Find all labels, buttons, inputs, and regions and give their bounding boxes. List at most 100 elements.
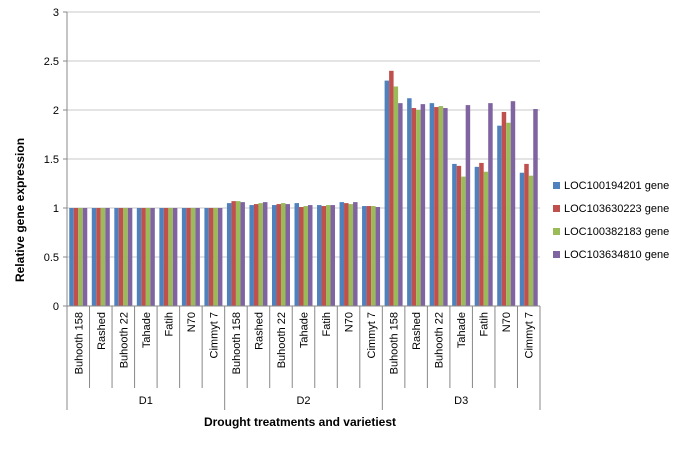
bar <box>488 103 493 306</box>
x-tick-label: Buhooth 158 <box>73 312 85 374</box>
legend-swatch <box>553 228 560 235</box>
bar <box>163 208 169 306</box>
bar <box>294 203 299 306</box>
x-tick-label: Cimmyt 7 <box>208 312 220 358</box>
x-tick-label: Fatih <box>163 312 175 336</box>
x-axis-title: Drought treatments and varietiest <box>204 415 396 429</box>
legend-swatch <box>553 205 560 212</box>
bar <box>82 208 88 306</box>
bar <box>271 205 277 306</box>
bar <box>78 208 83 306</box>
legend-label: LOC100382183 gene <box>564 226 669 238</box>
bar <box>253 204 259 306</box>
x-tick-label: N70 <box>344 312 356 332</box>
bar <box>150 208 155 306</box>
bar <box>208 208 214 306</box>
legend-label: LOC100194201 gene <box>564 180 669 192</box>
group-label: D3 <box>454 395 468 407</box>
bar <box>262 202 268 306</box>
x-tick-label: Cimmyt 7 <box>366 312 378 358</box>
bar <box>231 201 236 306</box>
bar <box>371 206 376 306</box>
bar <box>474 166 480 306</box>
bar <box>145 208 151 306</box>
legend-swatch <box>553 251 560 258</box>
legend-label: LOC103634810 gene <box>564 249 669 261</box>
bar <box>362 206 367 306</box>
bar <box>276 204 281 306</box>
bar <box>389 70 394 306</box>
bar <box>235 201 241 306</box>
x-tick-label: N70 <box>501 312 513 332</box>
bar <box>366 206 372 306</box>
y-axis-title: Relative gene expression <box>13 138 27 282</box>
bar <box>127 208 133 306</box>
y-tick-labels: 0 0.5 1 1.5 2 2.5 3 <box>44 7 59 313</box>
bar <box>501 111 507 307</box>
y-tick-label: 1.5 <box>44 154 59 166</box>
bar <box>172 208 178 306</box>
y-tick-label: 2 <box>53 105 59 117</box>
bar <box>73 208 79 306</box>
bar <box>519 172 525 306</box>
bar <box>308 205 313 306</box>
bar <box>159 208 164 306</box>
bar <box>353 202 358 306</box>
bar <box>69 208 74 306</box>
bar <box>339 202 345 306</box>
bar <box>420 104 426 307</box>
y-tick-label: 3 <box>53 7 59 19</box>
legend-label: LOC103630223 gene <box>564 203 669 215</box>
bar <box>375 207 381 306</box>
bar <box>321 206 327 306</box>
bars <box>69 70 538 307</box>
bar <box>434 107 439 306</box>
bar <box>123 208 128 306</box>
bar <box>479 162 484 306</box>
bar <box>217 208 223 306</box>
bar <box>393 86 399 306</box>
bar <box>317 205 322 306</box>
bar <box>249 205 254 306</box>
x-tick-label: Rashed <box>253 312 265 350</box>
y-tick-label: 1 <box>53 203 59 215</box>
legend: LOC100194201 gene LOC103630223 gene LOC100… <box>553 180 669 261</box>
bar <box>456 165 462 306</box>
bar <box>429 103 435 306</box>
bar <box>407 98 412 307</box>
bar <box>443 108 448 306</box>
x-tick-label: Tahade <box>141 312 153 348</box>
x-tick-label: Tahade <box>299 312 311 348</box>
bar <box>240 202 245 306</box>
bar <box>533 109 538 307</box>
bar <box>168 208 173 306</box>
axes <box>63 11 541 410</box>
bar <box>226 203 232 306</box>
x-tick-label: Buhooth 158 <box>231 312 243 374</box>
x-tick-label: Buhooth 22 <box>276 312 288 368</box>
x-tick-label: Tahade <box>456 312 468 348</box>
bar <box>195 208 200 306</box>
bar <box>299 207 304 306</box>
bar <box>524 163 529 306</box>
bar <box>344 203 349 306</box>
bar <box>258 203 263 306</box>
group-label: D1 <box>139 395 153 407</box>
bar <box>303 206 308 306</box>
x-tick-label: N70 <box>186 312 198 332</box>
bar <box>348 204 354 306</box>
bar <box>384 80 390 306</box>
bar <box>497 125 502 307</box>
y-tick-label: 0 <box>53 301 59 313</box>
group-label: D2 <box>296 395 310 407</box>
bar <box>330 205 336 306</box>
bar <box>118 208 124 306</box>
bar <box>186 208 191 306</box>
bar <box>181 208 187 306</box>
x-tick-label: Buhooth 22 <box>118 312 130 368</box>
bar <box>465 105 471 306</box>
group-labels: D1 D2 D3 <box>139 395 468 407</box>
x-tick-label: Rashed <box>411 312 423 350</box>
bar <box>461 176 466 306</box>
